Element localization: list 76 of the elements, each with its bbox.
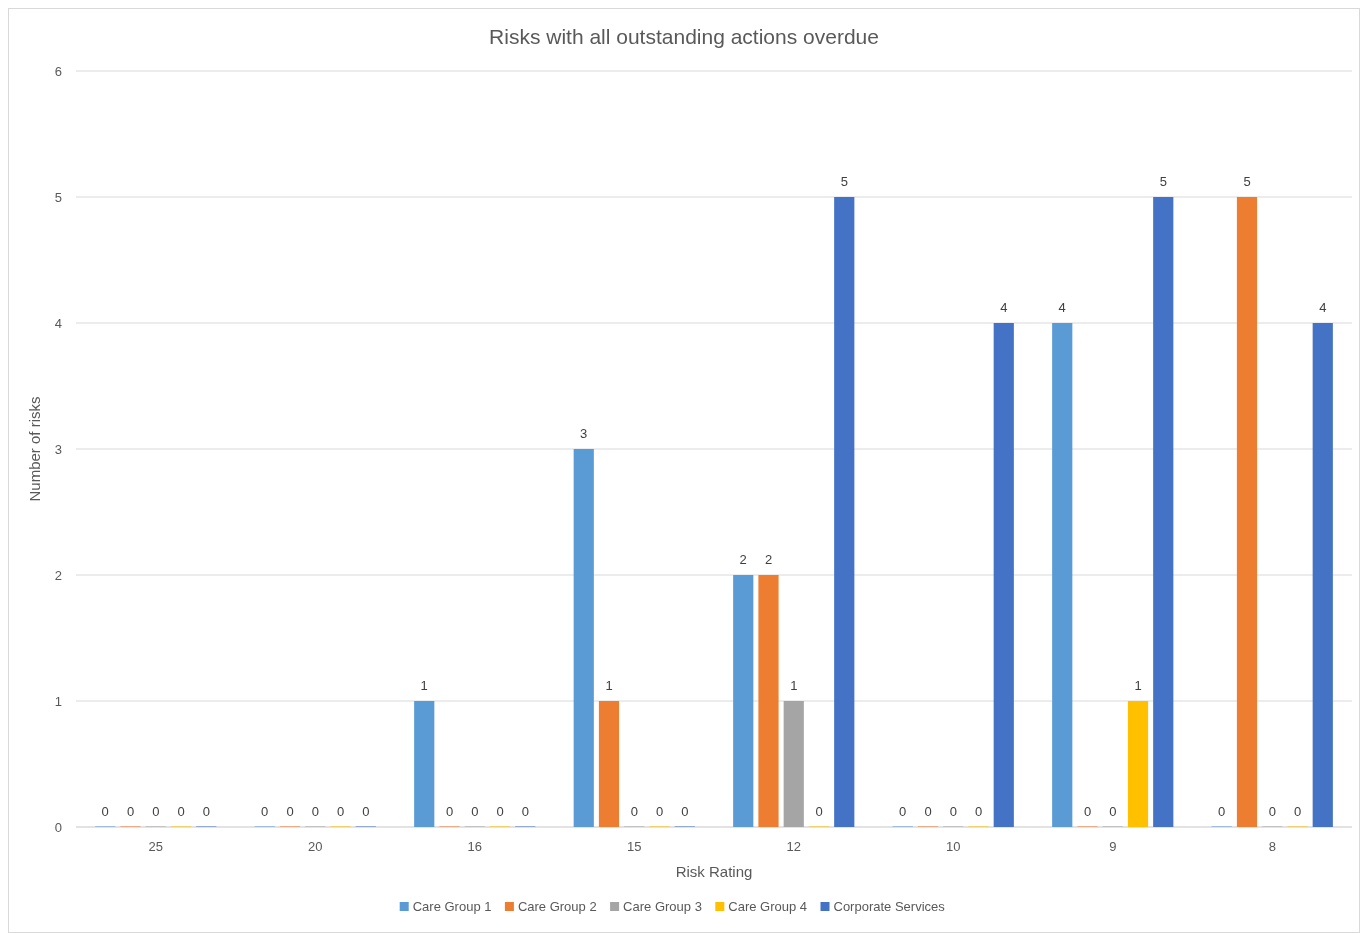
legend-label: Care Group 2 (517, 899, 597, 914)
data-label: 2 (764, 552, 773, 567)
data-label: 0 (655, 804, 664, 819)
bar (1127, 701, 1149, 827)
x-tick-label: 12 (786, 839, 801, 854)
x-tick-label: 10 (946, 839, 961, 854)
bar (1052, 323, 1073, 827)
data-label: 0 (1293, 804, 1302, 819)
data-label: 0 (899, 804, 907, 819)
bar (1153, 197, 1174, 827)
data-label: 0 (949, 804, 957, 819)
data-label: 0 (1109, 804, 1117, 819)
data-label: 5 (1243, 174, 1251, 189)
x-tick-label: 9 (1109, 839, 1117, 854)
data-label: 0 (286, 804, 294, 819)
data-label: 0 (815, 804, 823, 819)
data-label: 0 (126, 804, 135, 819)
data-label: 0 (261, 804, 269, 819)
data-label: 2 (739, 552, 747, 567)
data-label: 0 (445, 804, 454, 819)
data-label: 3 (580, 426, 588, 441)
y-tick-label: 3 (54, 441, 62, 457)
data-label: 0 (1218, 804, 1226, 819)
x-tick-label: 20 (308, 839, 323, 854)
data-label: 0 (681, 804, 689, 819)
data-label: 0 (177, 804, 185, 819)
bar (758, 575, 779, 827)
data-label: 4 (1058, 300, 1066, 315)
legend-label: Care Group 4 (728, 899, 808, 914)
bar (414, 701, 435, 827)
y-tick-label: 6 (54, 63, 62, 79)
x-axis-title: Risk Rating (675, 863, 753, 880)
data-label: 1 (1134, 678, 1142, 693)
y-tick-label: 2 (54, 567, 62, 583)
data-label: 0 (101, 804, 109, 819)
data-label: 0 (630, 804, 638, 819)
bar (573, 449, 594, 827)
data-label: 0 (1083, 804, 1092, 819)
data-label: 1 (790, 678, 798, 693)
x-tick-label: 15 (627, 839, 642, 854)
bar (1236, 197, 1258, 827)
x-tick-label: 16 (467, 839, 482, 854)
x-tick-label: 8 (1268, 839, 1276, 854)
data-label: 0 (471, 804, 479, 819)
data-label: 0 (152, 804, 160, 819)
y-axis-title: Number of risks (26, 396, 43, 502)
bar (993, 323, 1014, 827)
data-label: 0 (924, 804, 932, 819)
y-tick-label: 1 (54, 693, 62, 709)
legend-label: Care Group 1 (412, 899, 492, 914)
data-label: 0 (336, 804, 345, 819)
data-label: 5 (1159, 174, 1167, 189)
data-label: 4 (1000, 300, 1008, 315)
data-label: 0 (496, 804, 504, 819)
bar (733, 575, 754, 827)
data-label: 0 (1268, 804, 1276, 819)
bar (834, 197, 855, 827)
data-label: 5 (840, 174, 848, 189)
data-label: 1 (420, 678, 428, 693)
data-label: 0 (521, 804, 529, 819)
data-label: 0 (362, 804, 370, 819)
data-label: 1 (605, 678, 613, 693)
data-label: 4 (1319, 300, 1327, 315)
y-tick-label: 5 (54, 189, 62, 205)
chart-title: Risks with all outstanding actions overdue (489, 25, 879, 48)
legend-label: Corporate Services (833, 899, 946, 914)
bar (598, 701, 620, 827)
data-label: 0 (974, 804, 983, 819)
data-label: 0 (311, 804, 319, 819)
bar (783, 701, 804, 827)
x-tick-label: 25 (148, 839, 163, 854)
data-label: 0 (202, 804, 210, 819)
y-tick-label: 4 (54, 315, 62, 331)
legend-label: Care Group 3 (623, 899, 702, 914)
bar (1312, 323, 1333, 827)
y-tick-label: 0 (54, 819, 62, 835)
